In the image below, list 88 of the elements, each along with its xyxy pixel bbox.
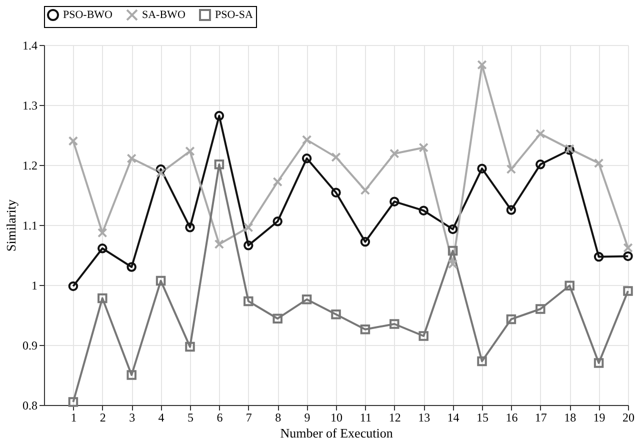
x-tick-label: 12 bbox=[388, 410, 401, 424]
point bbox=[68, 397, 78, 407]
y-tick-label: 1.2 bbox=[22, 158, 38, 172]
point bbox=[302, 154, 312, 164]
point bbox=[506, 164, 516, 174]
point bbox=[214, 160, 224, 170]
y-tick-label: 0.9 bbox=[22, 338, 38, 352]
point bbox=[302, 134, 312, 145]
point bbox=[623, 286, 633, 296]
point bbox=[126, 154, 136, 164]
x-tick-label: 17 bbox=[534, 410, 547, 424]
point bbox=[214, 239, 224, 250]
point bbox=[506, 314, 516, 324]
x-tick-label: 9 bbox=[304, 410, 310, 424]
y-tick-label: 1.4 bbox=[22, 38, 38, 52]
legend-label: PSO-SA bbox=[215, 9, 253, 21]
x-tick-label: 8 bbox=[275, 410, 282, 424]
legend-label: PSO-BWO bbox=[63, 9, 113, 21]
point bbox=[360, 185, 370, 196]
x-tick-label: 3 bbox=[129, 410, 136, 424]
y-tick-label: 0.8 bbox=[22, 398, 38, 412]
point bbox=[185, 146, 195, 156]
point bbox=[536, 160, 546, 170]
point bbox=[331, 152, 341, 162]
x-tick-label: 4 bbox=[158, 410, 164, 424]
point bbox=[448, 224, 458, 234]
point bbox=[126, 262, 136, 272]
x-tick-label: 7 bbox=[246, 410, 252, 424]
x-tick-label: 5 bbox=[188, 410, 194, 424]
point bbox=[623, 242, 633, 253]
point bbox=[418, 331, 428, 341]
point bbox=[594, 252, 604, 262]
point bbox=[272, 216, 282, 226]
x-tick-label: 6 bbox=[216, 410, 223, 424]
point bbox=[418, 206, 428, 216]
point bbox=[390, 148, 400, 158]
point bbox=[594, 358, 604, 368]
point bbox=[448, 246, 458, 256]
y-tick-label: 1.3 bbox=[22, 98, 38, 112]
point bbox=[126, 370, 136, 380]
x-axis-title: Number of Execution bbox=[280, 426, 394, 440]
x-tick-label: 10 bbox=[330, 410, 342, 424]
point bbox=[302, 294, 312, 304]
x-tick-label: 13 bbox=[418, 410, 430, 424]
point bbox=[214, 110, 224, 121]
point bbox=[564, 280, 574, 290]
point bbox=[390, 319, 400, 329]
x-tick-label: 18 bbox=[564, 410, 576, 424]
point bbox=[185, 342, 195, 352]
point bbox=[360, 236, 370, 247]
y-axis-title: Similarity bbox=[4, 199, 18, 252]
point bbox=[244, 296, 254, 306]
point bbox=[536, 128, 546, 139]
x-tick-label: 20 bbox=[622, 410, 634, 424]
point bbox=[185, 222, 195, 232]
x-tick-label: 14 bbox=[447, 410, 460, 424]
point bbox=[390, 196, 400, 206]
x-tick-label: 1 bbox=[70, 410, 77, 424]
point bbox=[477, 60, 487, 70]
legend-label: SA-BWO bbox=[142, 9, 186, 21]
point bbox=[156, 276, 166, 286]
point bbox=[477, 164, 487, 174]
x-tick-label: 16 bbox=[506, 410, 518, 424]
y-tick-label: 1.1 bbox=[22, 218, 38, 232]
y-tick-label: 1 bbox=[32, 278, 38, 292]
point bbox=[536, 304, 546, 314]
point bbox=[331, 310, 341, 320]
point bbox=[156, 164, 166, 174]
x-tick-label: 19 bbox=[593, 410, 606, 424]
x-tick-label: 15 bbox=[476, 410, 488, 424]
point bbox=[448, 259, 458, 269]
point bbox=[98, 244, 108, 254]
point bbox=[477, 356, 487, 366]
point bbox=[98, 228, 108, 238]
point bbox=[244, 240, 254, 250]
point bbox=[272, 176, 282, 187]
point bbox=[594, 158, 604, 168]
point bbox=[156, 168, 166, 178]
point bbox=[331, 188, 341, 198]
point bbox=[244, 222, 254, 232]
x-tick-label: 2 bbox=[100, 410, 106, 424]
point bbox=[360, 324, 370, 334]
point bbox=[506, 205, 516, 215]
point bbox=[98, 293, 108, 304]
point bbox=[68, 136, 78, 146]
x-tick-label: 11 bbox=[360, 410, 372, 424]
point bbox=[272, 314, 282, 324]
point bbox=[418, 142, 428, 152]
